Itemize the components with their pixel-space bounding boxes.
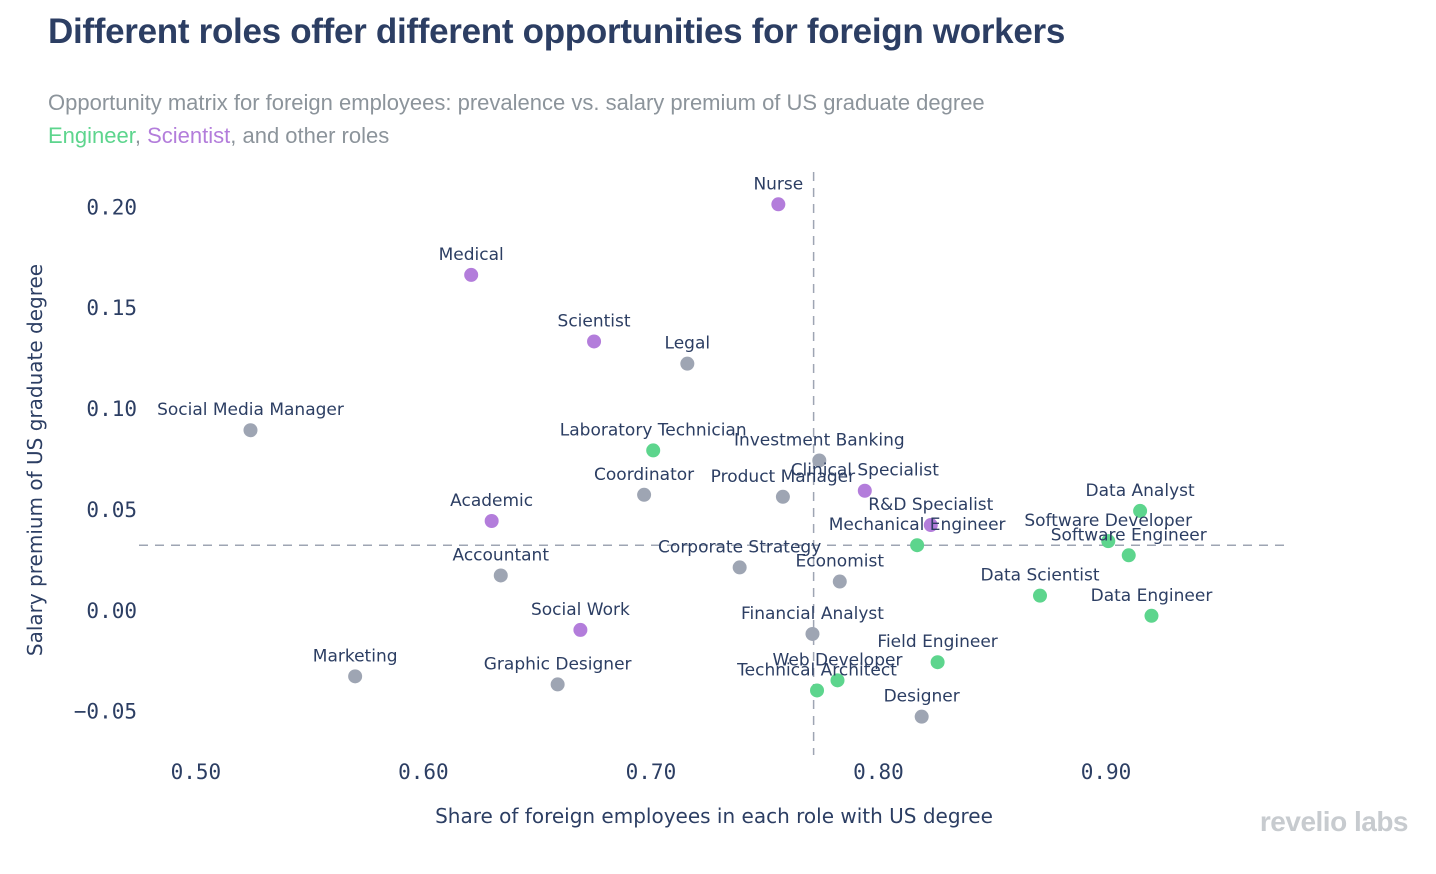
data-point[interactable] [1144,608,1159,623]
y-tick-label: 0.10 [86,397,137,421]
data-point[interactable] [1032,588,1047,603]
data-point[interactable] [348,669,363,684]
data-label: Social Media Manager [157,400,344,420]
data-label: Nurse [753,174,803,194]
data-label: Academic [450,491,533,511]
data-point[interactable] [484,514,499,528]
y-axis-ticks: −0.05 0.00 0.05 0.10 0.15 0.20 [74,195,137,723]
x-tick-label: 0.70 [626,760,677,784]
data-label: Economist [796,552,885,572]
data-label: Technical Architect [736,660,897,680]
data-point[interactable] [464,267,479,282]
x-tick-label: 0.90 [1081,760,1132,784]
data-point[interactable] [812,453,827,468]
data-label: Corporate Strategy [658,537,821,557]
data-label: Laboratory Technician [560,420,747,440]
y-tick-label: 0.05 [86,498,137,522]
data-point[interactable] [587,334,602,349]
y-tick-label: −0.05 [74,700,137,724]
data-label: Clinical Specialist [791,461,940,481]
legend-other-roles: , and other roles [230,123,390,148]
data-label: Legal [665,334,711,354]
data-label: Data Analyst [1086,481,1195,501]
data-point[interactable] [830,673,845,688]
data-label: Social Work [531,600,630,620]
data-point[interactable] [771,197,786,212]
data-label: R&D Specialist [868,495,993,515]
x-tick-label: 0.60 [398,760,449,784]
revelio-labs-logo: revelio labs [1259,806,1409,837]
data-point[interactable] [1133,503,1148,518]
data-label: Financial Analyst [741,604,884,624]
chart-subtitle: Opportunity matrix for foreign employees… [48,90,985,115]
data-point[interactable] [573,622,588,637]
data-label: Web Developer [773,650,903,670]
y-tick-label: 0.15 [86,296,137,320]
y-tick-label: 0.20 [86,195,137,219]
data-point[interactable] [857,483,872,498]
data-point[interactable] [646,443,661,458]
data-point[interactable] [732,560,747,575]
data-point[interactable] [914,709,929,724]
data-label: Software Developer [1024,511,1192,531]
y-tick-label: 0.00 [86,599,137,623]
data-point[interactable] [243,423,258,438]
data-label: Data Scientist [980,566,1099,586]
x-tick-label: 0.50 [171,760,222,784]
data-point[interactable] [910,538,925,553]
reference-lines [139,172,1288,755]
data-point[interactable] [1101,534,1116,549]
data-label: Mechanical Engineer [829,515,1006,535]
data-label: Software Engineer [1051,525,1207,545]
legend-scientist: Scientist [147,123,231,148]
data-label: Accountant [453,545,550,565]
x-axis-title: Share of foreign employees in each role … [435,804,993,828]
chart-title: Different roles offer different opportun… [48,12,1065,51]
data-label: Scientist [558,311,631,331]
data-point[interactable] [930,655,945,670]
data-point[interactable] [680,356,695,371]
data-label: Medical [439,245,504,265]
data-label: Graphic Designer [484,654,632,674]
legend: Engineer, Scientist, and other roles [48,123,389,149]
data-point[interactable] [493,568,508,583]
data-label: Product Manager [711,467,855,487]
data-labels: Nurse Medical Scientist Legal Social Media M… [157,174,1212,706]
data-point[interactable] [1121,548,1136,563]
data-points [243,197,1159,724]
x-axis-ticks: 0.50 0.60 0.70 0.80 0.90 [171,760,1132,784]
legend-separator: , [134,123,148,148]
y-axis-title: Salary premium of US graduate degree [23,264,47,656]
data-label: Investment Banking [734,430,905,450]
data-label: Designer [884,687,960,707]
data-point[interactable] [923,518,938,533]
legend-engineer: Engineer [48,123,135,148]
data-point[interactable] [805,626,820,641]
data-point[interactable] [775,489,790,504]
data-label: Marketing [313,646,398,666]
x-tick-label: 0.80 [853,760,904,784]
data-label: Field Engineer [877,632,997,652]
data-point[interactable] [550,677,565,692]
data-point[interactable] [810,683,825,698]
data-label: Coordinator [594,465,694,485]
data-label: Data Engineer [1091,586,1213,606]
data-point[interactable] [637,487,652,502]
data-point[interactable] [832,574,847,589]
